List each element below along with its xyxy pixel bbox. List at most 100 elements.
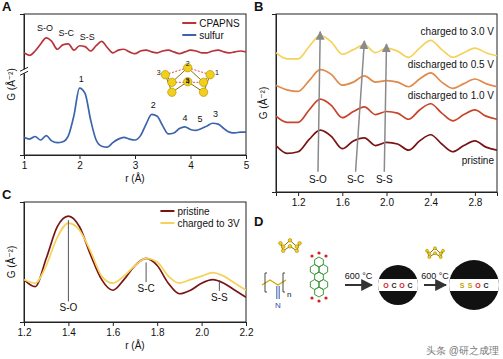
oxygen [324,296,327,299]
axis-break [20,71,28,75]
panel-letter: D [254,214,263,229]
drop-line [146,262,147,282]
pore-band [449,279,499,291]
sulfur-atom [161,70,169,78]
panel-letter: C [2,187,12,202]
atom-label: S [468,282,473,289]
sulfur-atom [428,252,431,255]
x-tick-label: 2.8 [468,197,482,208]
x-tick-label: 1.8 [151,327,165,338]
panel: 12345r (Å)G (Å⁻²)ACPAPNSsulfurS-OS-CS-S1… [2,0,250,184]
x-tick-label: 1.4 [62,327,76,338]
x-tick-label: 1.6 [336,197,350,208]
series-label: pristine [462,155,495,166]
x-axis-title: r (Å) [125,172,144,184]
sulfur-atom [434,252,437,255]
y-axis-title: G (Å⁻²) [5,246,17,279]
sulfur-atom [288,239,292,243]
atom-label: O [383,282,389,289]
polymer: nN [262,273,291,310]
x-tick-mark [342,192,343,196]
drop-line [68,220,69,301]
x-tick: 2.8 [468,192,482,208]
annotation: S-S [80,32,95,42]
oxygen [317,299,320,302]
x-axis-line [25,323,247,327]
legend-label: charged to 3V [177,218,240,229]
annotation: 3 [213,109,218,119]
plot-frame [24,202,246,322]
sulfur-atom [428,256,431,259]
x-tick: 1.2 [292,192,306,208]
polymer-label: n [287,290,291,299]
sphere [378,265,418,305]
inset-label: 2 [186,60,190,67]
atom-label: C [483,282,488,289]
x-tick: 2 [77,155,83,171]
sulfur-atom [206,70,214,78]
x-tick-label: 5 [244,160,250,171]
x-tick: 1.8 [151,322,165,338]
x-tick-mark [246,322,247,326]
x-tick: 2.0 [195,322,209,338]
legend-swatch [160,222,174,224]
inset-label: 1 [215,69,219,76]
legend-item: charged to 3V [160,218,240,229]
y-axis [272,15,277,193]
ptcda [310,251,327,302]
annotation: 2 [151,100,156,110]
annotation: S-S [376,174,393,185]
annotation: 1 [79,74,84,84]
sulfur-atom [199,88,207,96]
sulfur-atom [442,249,445,252]
pointer-arrow [384,44,386,172]
panel: 1.21.62.02.42.8G (Å⁻²)Bpristinedischarge… [254,0,498,208]
x-tick-mark [246,155,247,159]
inset-label: 3 [157,69,161,76]
x-tick-label: 1.2 [18,327,32,338]
nitrile-bond [278,286,279,299]
axis-break-gap [20,69,28,73]
x-tick-mark [475,192,476,196]
x-tick: 2.4 [424,192,438,208]
s8-molecule [279,239,302,253]
series-line [24,223,246,290]
legend-item: CPAPNS [182,18,240,29]
y-axis-title: G (Å⁻²) [257,87,269,120]
legend-label: CPAPNS [199,18,240,29]
annotation: S-C [58,28,74,38]
pore-band [378,279,418,291]
x-tick-mark [135,155,136,159]
y-axis-line [20,203,25,323]
inset-label: 4 [186,78,190,85]
process-arrow [345,284,372,286]
sulfur-atom [295,249,299,253]
x-axis-title: r (Å) [125,339,144,351]
series-line [276,130,497,153]
x-tick-mark [387,192,388,196]
x-axis: 1.2 1.6 2.0 2.4 2.8 [277,192,498,208]
atom-label: S [460,282,465,289]
data-lines [24,38,246,147]
annotation: 5 [197,114,202,124]
legend-swatch [182,34,196,36]
sulfur-atom [168,88,176,96]
drop-line [219,280,220,291]
x-tick-mark [202,322,203,326]
axis-break [20,67,28,71]
atom-label: C [407,282,412,289]
x-tick: 5 [244,155,250,171]
series-line [276,99,497,122]
sulfur-atom [426,249,429,252]
x-tick: 2.0 [380,192,394,208]
x-tick-label: 1.6 [106,327,120,338]
sulfur-atom [281,249,285,253]
x-tick-label: 3 [133,160,139,171]
step-label: 600 °C [421,271,449,281]
x-tick-label: 1 [22,160,28,171]
inset-label: 5 [186,77,190,84]
series-line [24,88,246,147]
oxygen [324,254,327,257]
legend: pristinecharged to 3V [160,206,240,229]
polymer-label: N [275,301,281,310]
